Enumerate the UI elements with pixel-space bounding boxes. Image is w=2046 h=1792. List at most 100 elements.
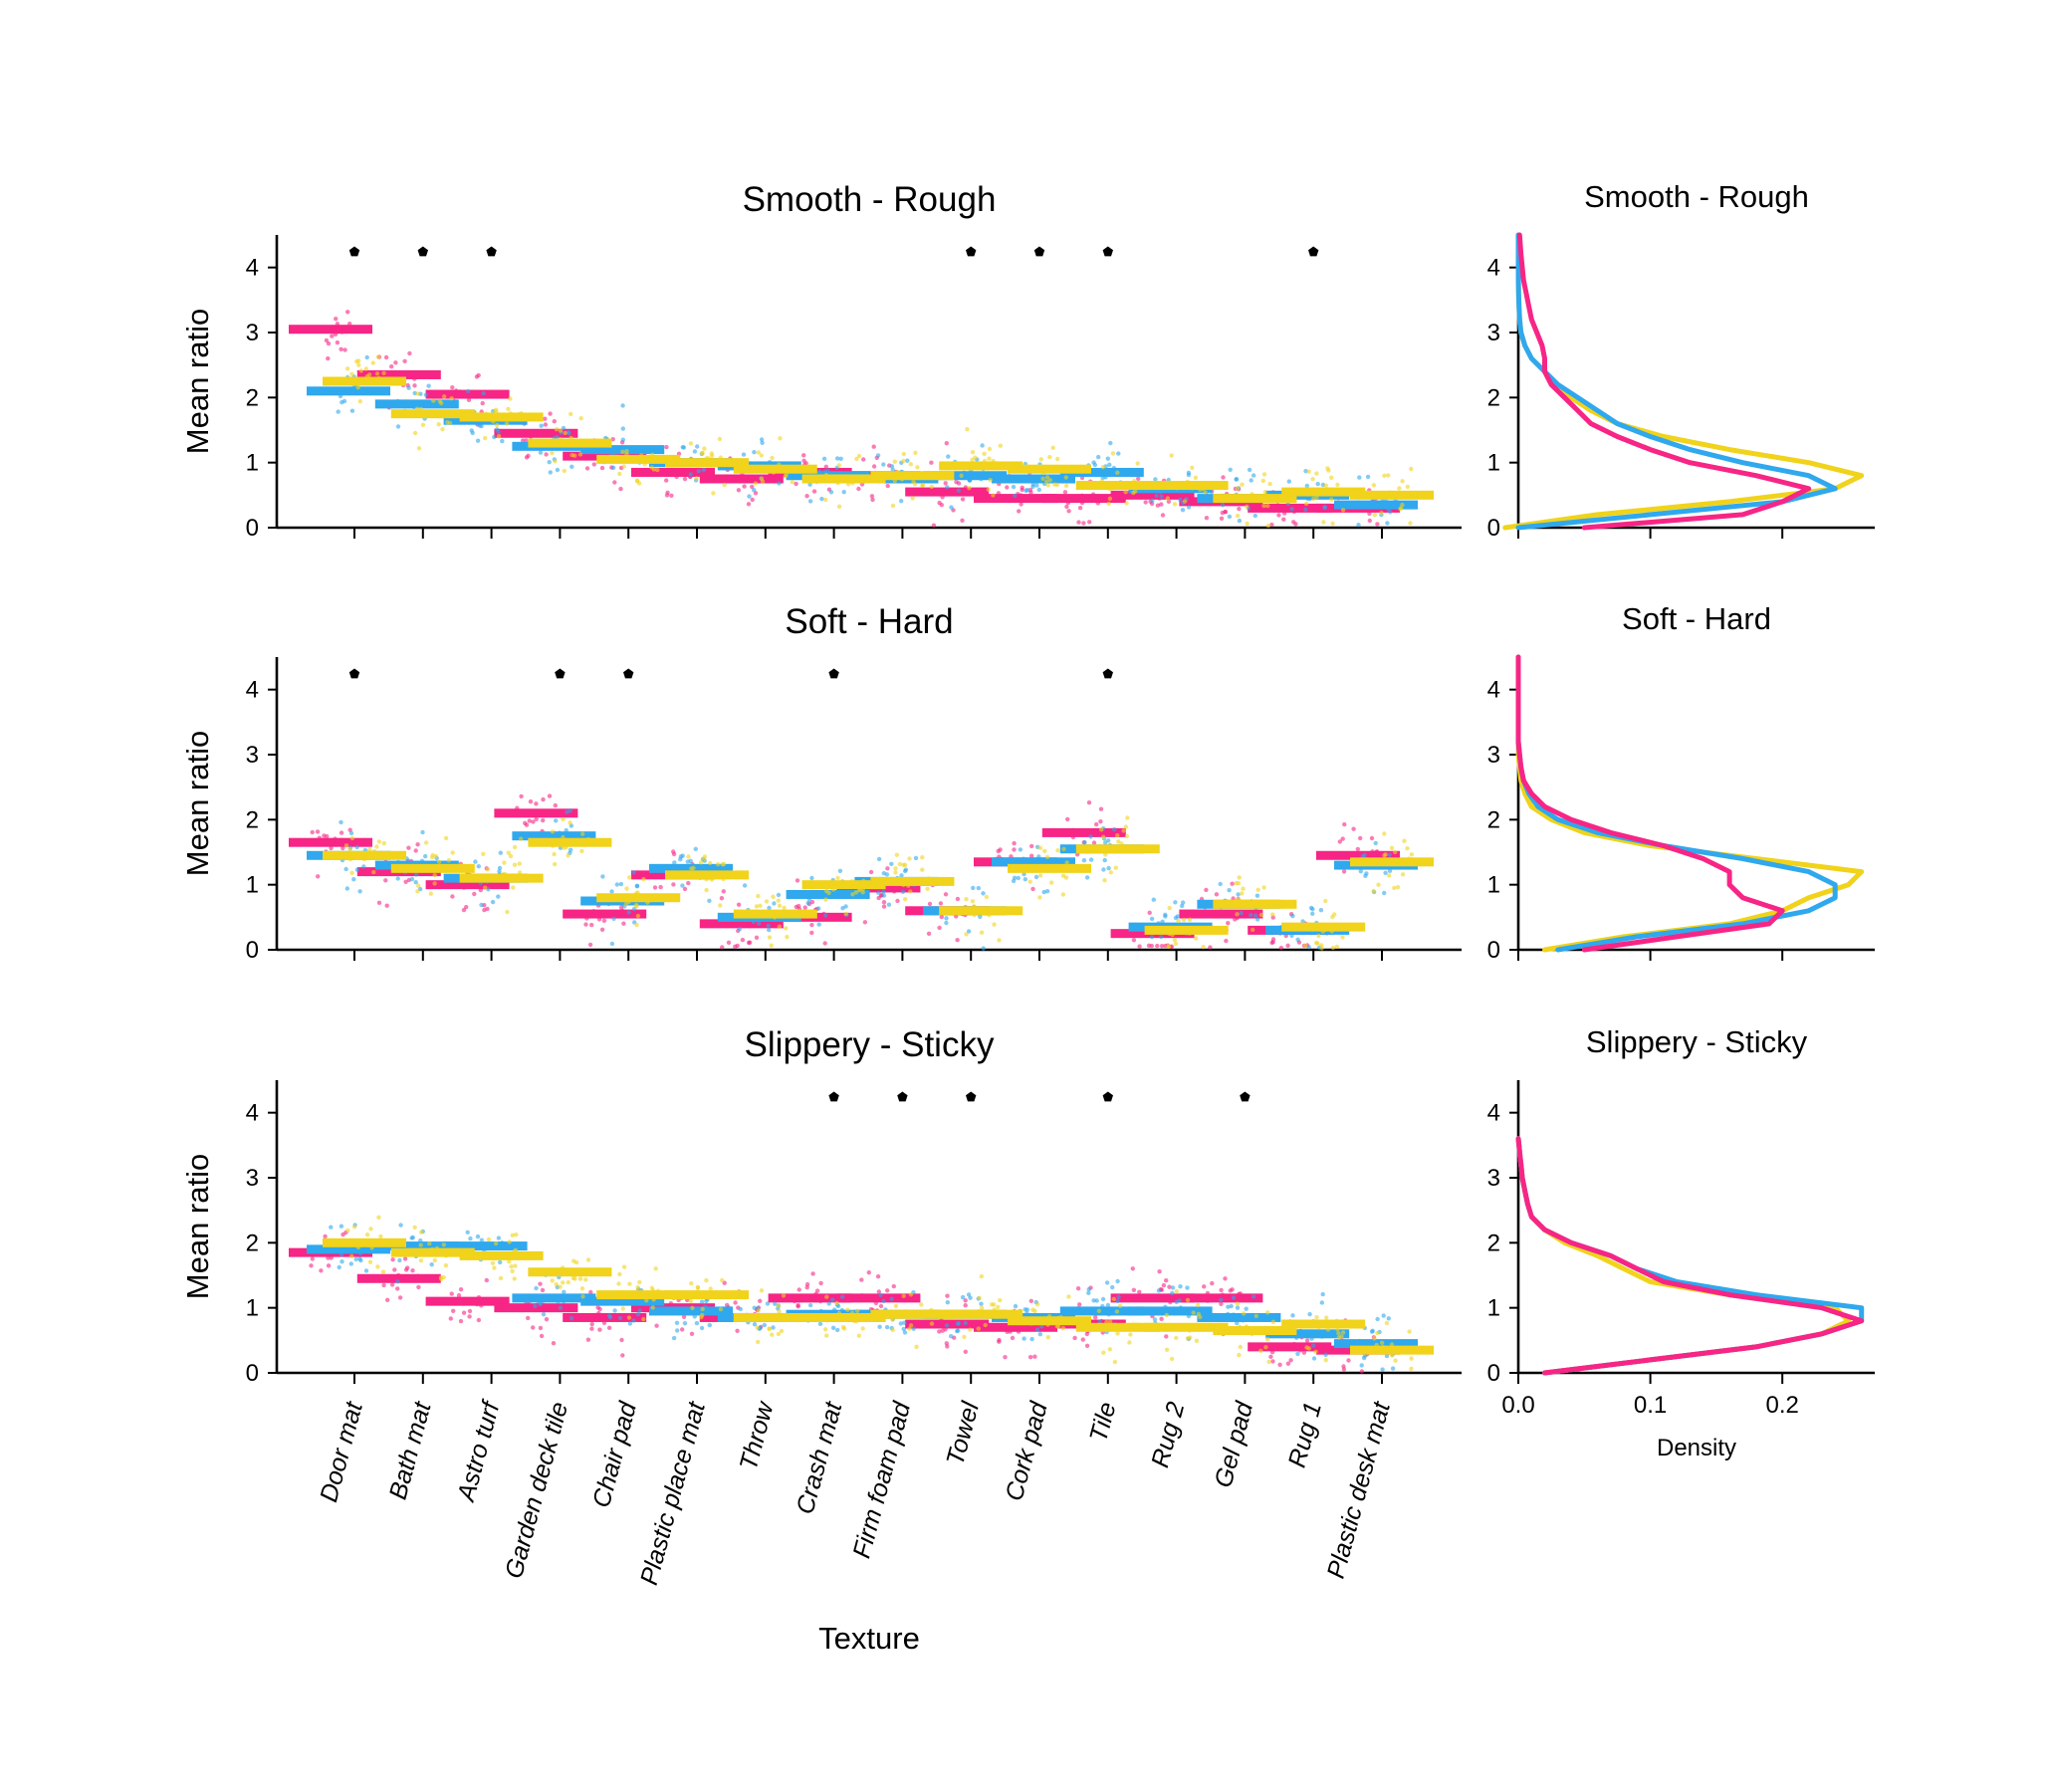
- data-point-pink: [740, 937, 746, 943]
- density-panel-0: Smooth - Rough 0 1 2 3 4: [1487, 179, 1875, 542]
- data-point-yellow: [495, 422, 500, 428]
- data-point-blue: [956, 488, 962, 493]
- data-point-pink: [584, 466, 590, 471]
- mean-bar-yellow: [390, 409, 475, 419]
- data-point-yellow: [976, 1326, 981, 1331]
- data-point-yellow: [767, 935, 773, 940]
- data-point-blue: [1173, 900, 1178, 905]
- data-point-yellow: [843, 911, 848, 917]
- data-point-blue: [1322, 505, 1327, 511]
- data-point-blue: [876, 890, 881, 895]
- data-point-blue: [1178, 497, 1183, 503]
- data-point-yellow: [1304, 1345, 1309, 1350]
- data-point-yellow: [964, 932, 969, 937]
- data-point-yellow: [856, 1333, 861, 1338]
- data-point-blue: [1234, 477, 1239, 482]
- x-tick-label: 0.2: [1765, 1392, 1798, 1419]
- data-point-pink: [1285, 1361, 1291, 1366]
- data-point-yellow: [1124, 501, 1129, 506]
- data-point-yellow: [558, 428, 564, 433]
- y-tick-label: 1: [1487, 450, 1500, 477]
- data-point-pink: [599, 927, 605, 932]
- data-point-blue: [752, 488, 757, 493]
- data-point-blue: [1249, 478, 1253, 483]
- mean-bar-blue: [512, 831, 596, 841]
- data-point-yellow: [481, 851, 486, 856]
- density-title: Slippery - Sticky: [1586, 1024, 1808, 1059]
- data-point-blue: [701, 468, 707, 473]
- data-point-yellow: [1263, 1345, 1268, 1350]
- data-point-yellow: [777, 924, 782, 929]
- data-point-yellow: [929, 484, 934, 490]
- data-point-pink: [324, 337, 330, 343]
- data-point-pink: [526, 1315, 531, 1321]
- data-point-yellow: [583, 1277, 588, 1282]
- data-point-pink: [410, 1268, 415, 1273]
- data-point-blue: [1364, 871, 1369, 876]
- data-point-yellow: [1108, 870, 1114, 875]
- data-point-pink: [1164, 1334, 1169, 1339]
- data-point-pink: [1231, 896, 1236, 901]
- y-tick-label: 0: [246, 515, 259, 542]
- significance-marker: [1308, 246, 1319, 257]
- data-point-yellow: [704, 887, 709, 893]
- data-point-blue: [620, 426, 625, 431]
- mean-bar-yellow: [1350, 857, 1434, 867]
- data-point-pink: [870, 497, 875, 503]
- data-point-yellow: [1255, 887, 1260, 892]
- data-point-blue: [830, 1297, 835, 1302]
- data-point-blue: [881, 1298, 886, 1304]
- data-point-pink: [583, 922, 588, 927]
- data-point-yellow: [651, 467, 656, 472]
- mean-bar-yellow: [870, 471, 955, 481]
- data-point-blue: [767, 927, 772, 933]
- data-point-blue: [1170, 1290, 1175, 1296]
- data-point-pink: [859, 1277, 864, 1282]
- data-point-pink: [1355, 846, 1361, 852]
- data-point-blue: [699, 1299, 705, 1304]
- data-point-pink: [810, 1271, 815, 1276]
- mean-bar-yellow: [1144, 1322, 1229, 1332]
- data-point-yellow: [1100, 465, 1106, 470]
- data-point-blue: [1359, 1363, 1364, 1368]
- data-point-yellow: [420, 422, 426, 427]
- data-point-yellow: [1397, 486, 1402, 491]
- data-point-yellow: [1267, 481, 1272, 487]
- data-point-yellow: [376, 839, 382, 844]
- data-point-yellow: [349, 870, 354, 875]
- data-point-yellow: [979, 1273, 984, 1279]
- data-point-yellow: [823, 897, 828, 902]
- data-point-yellow: [1037, 895, 1042, 900]
- data-point-yellow: [907, 856, 912, 861]
- data-point-blue: [671, 1335, 677, 1341]
- significance-marker: [1102, 1091, 1113, 1102]
- data-point-blue: [826, 1301, 831, 1306]
- mean-bar-yellow: [596, 1290, 681, 1300]
- data-point-pink: [1359, 1369, 1365, 1374]
- data-point-blue: [945, 1300, 950, 1305]
- mean-bar-blue: [1334, 500, 1418, 510]
- data-point-yellow: [959, 473, 964, 478]
- data-point-blue: [694, 1320, 700, 1326]
- data-point-blue: [1102, 857, 1107, 863]
- data-point-blue: [830, 1325, 836, 1331]
- data-point-yellow: [823, 1327, 828, 1332]
- data-point-yellow: [1196, 1302, 1201, 1308]
- data-point-yellow: [1323, 898, 1328, 904]
- data-point-yellow: [992, 1302, 997, 1307]
- data-point-blue: [752, 1322, 758, 1327]
- data-point-yellow: [483, 435, 488, 441]
- data-point-pink: [334, 317, 339, 322]
- data-point-blue: [981, 946, 986, 951]
- data-point-yellow: [550, 450, 555, 456]
- data-point-yellow: [1112, 1359, 1118, 1365]
- data-point-pink: [415, 842, 420, 847]
- data-point-yellow: [580, 1294, 585, 1299]
- data-point-pink: [538, 1281, 543, 1286]
- data-point-yellow: [1314, 471, 1319, 476]
- data-point-blue: [1037, 1332, 1043, 1337]
- data-point-yellow: [566, 1279, 570, 1285]
- data-point-blue: [618, 881, 624, 887]
- data-point-blue: [554, 818, 559, 823]
- y-tick-label: 1: [246, 450, 259, 477]
